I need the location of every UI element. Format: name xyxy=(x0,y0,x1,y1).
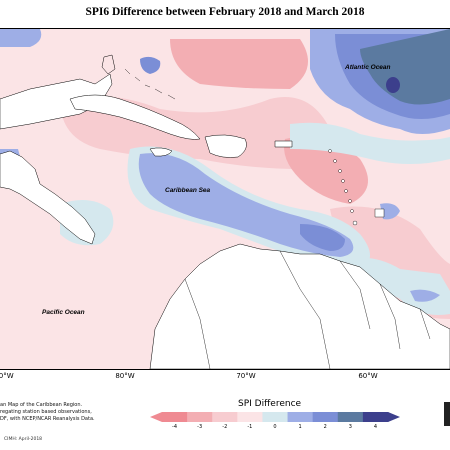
land-jamaica xyxy=(149,147,173,157)
spi-field-caribbean-mid xyxy=(138,153,354,257)
spi-field-guiana-blue xyxy=(410,289,440,302)
spi-field-trinidad-blue xyxy=(380,203,400,220)
legend-tick-label: -2 xyxy=(222,424,228,430)
spi-map: Atlantic Ocean Caribbean Sea Pacific Oce… xyxy=(0,29,450,369)
legend-tick-label: -3 xyxy=(197,424,203,430)
spi-field-atlantic-band xyxy=(290,122,450,164)
legend-cell xyxy=(212,412,238,422)
legend-tick-label: 1 xyxy=(298,424,302,430)
spi-field-nw-blue xyxy=(0,29,42,47)
lon-label-80w: 80°W xyxy=(115,372,135,380)
land-florida xyxy=(101,54,116,75)
atlantic-label: Atlantic Ocean xyxy=(344,64,391,71)
spi-field-atlantic-core xyxy=(386,77,400,93)
spi-field-bahamas-blue xyxy=(140,56,161,74)
legend-cell xyxy=(237,412,263,422)
lon-label-70w: 70°W xyxy=(236,372,256,380)
caribbean-label: Caribbean Sea xyxy=(165,187,211,194)
note-line-1: an Map of the Caribbean Region. xyxy=(0,402,83,408)
note-line-3: DF, with NCEP/NCAR Reanalysis Data. xyxy=(0,416,95,422)
land-cuba xyxy=(69,94,201,140)
spi-field-caribbean-dark xyxy=(300,224,345,251)
legend-tick-label: 4 xyxy=(373,424,378,430)
legend-tick-label: -4 xyxy=(172,424,178,430)
logo-icon xyxy=(444,402,450,426)
legend-cell xyxy=(187,412,213,422)
land-hispaniola xyxy=(204,134,247,158)
land-lesser-antilles xyxy=(328,149,385,226)
legend-title: SPI Difference xyxy=(238,399,302,409)
legend-arrow-right xyxy=(388,412,400,422)
map-panel: Atlantic Ocean Caribbean Sea Pacific Oce… xyxy=(0,28,450,370)
land-gulf-coast xyxy=(0,73,113,130)
legend-tick-label: 2 xyxy=(323,424,327,430)
legend-cell xyxy=(162,412,188,422)
legend-arrow-left xyxy=(150,412,162,422)
country-borders xyxy=(184,250,431,369)
legend-tick-label: 3 xyxy=(348,424,352,430)
legend-cell xyxy=(337,412,364,422)
land-south-america xyxy=(149,243,450,369)
legend-cell xyxy=(262,412,289,422)
legend-colorbar xyxy=(150,412,400,422)
land-bahamas xyxy=(124,68,176,100)
lon-label-60w: 60°W xyxy=(358,372,378,380)
legend-tick-label: -1 xyxy=(247,424,253,430)
legend-cell xyxy=(312,412,339,422)
note-line-2: regating station based observations, xyxy=(0,409,92,415)
pacific-label: Pacific Ocean xyxy=(42,309,85,316)
spi-field-atlantic-teal xyxy=(360,29,450,105)
legend-cell xyxy=(287,412,314,422)
spi-field-north-pink xyxy=(170,39,308,89)
legend-cell xyxy=(362,412,389,422)
lon-label-90w: 90°W xyxy=(0,372,14,380)
land-central-america xyxy=(0,150,96,245)
legend-tick-label: 0 xyxy=(273,424,277,430)
credit-text: CIMH: April-2018 xyxy=(4,437,43,442)
land-puerto-rico xyxy=(274,140,293,148)
map-title: SPI6 Difference between February 2018 an… xyxy=(85,6,365,18)
